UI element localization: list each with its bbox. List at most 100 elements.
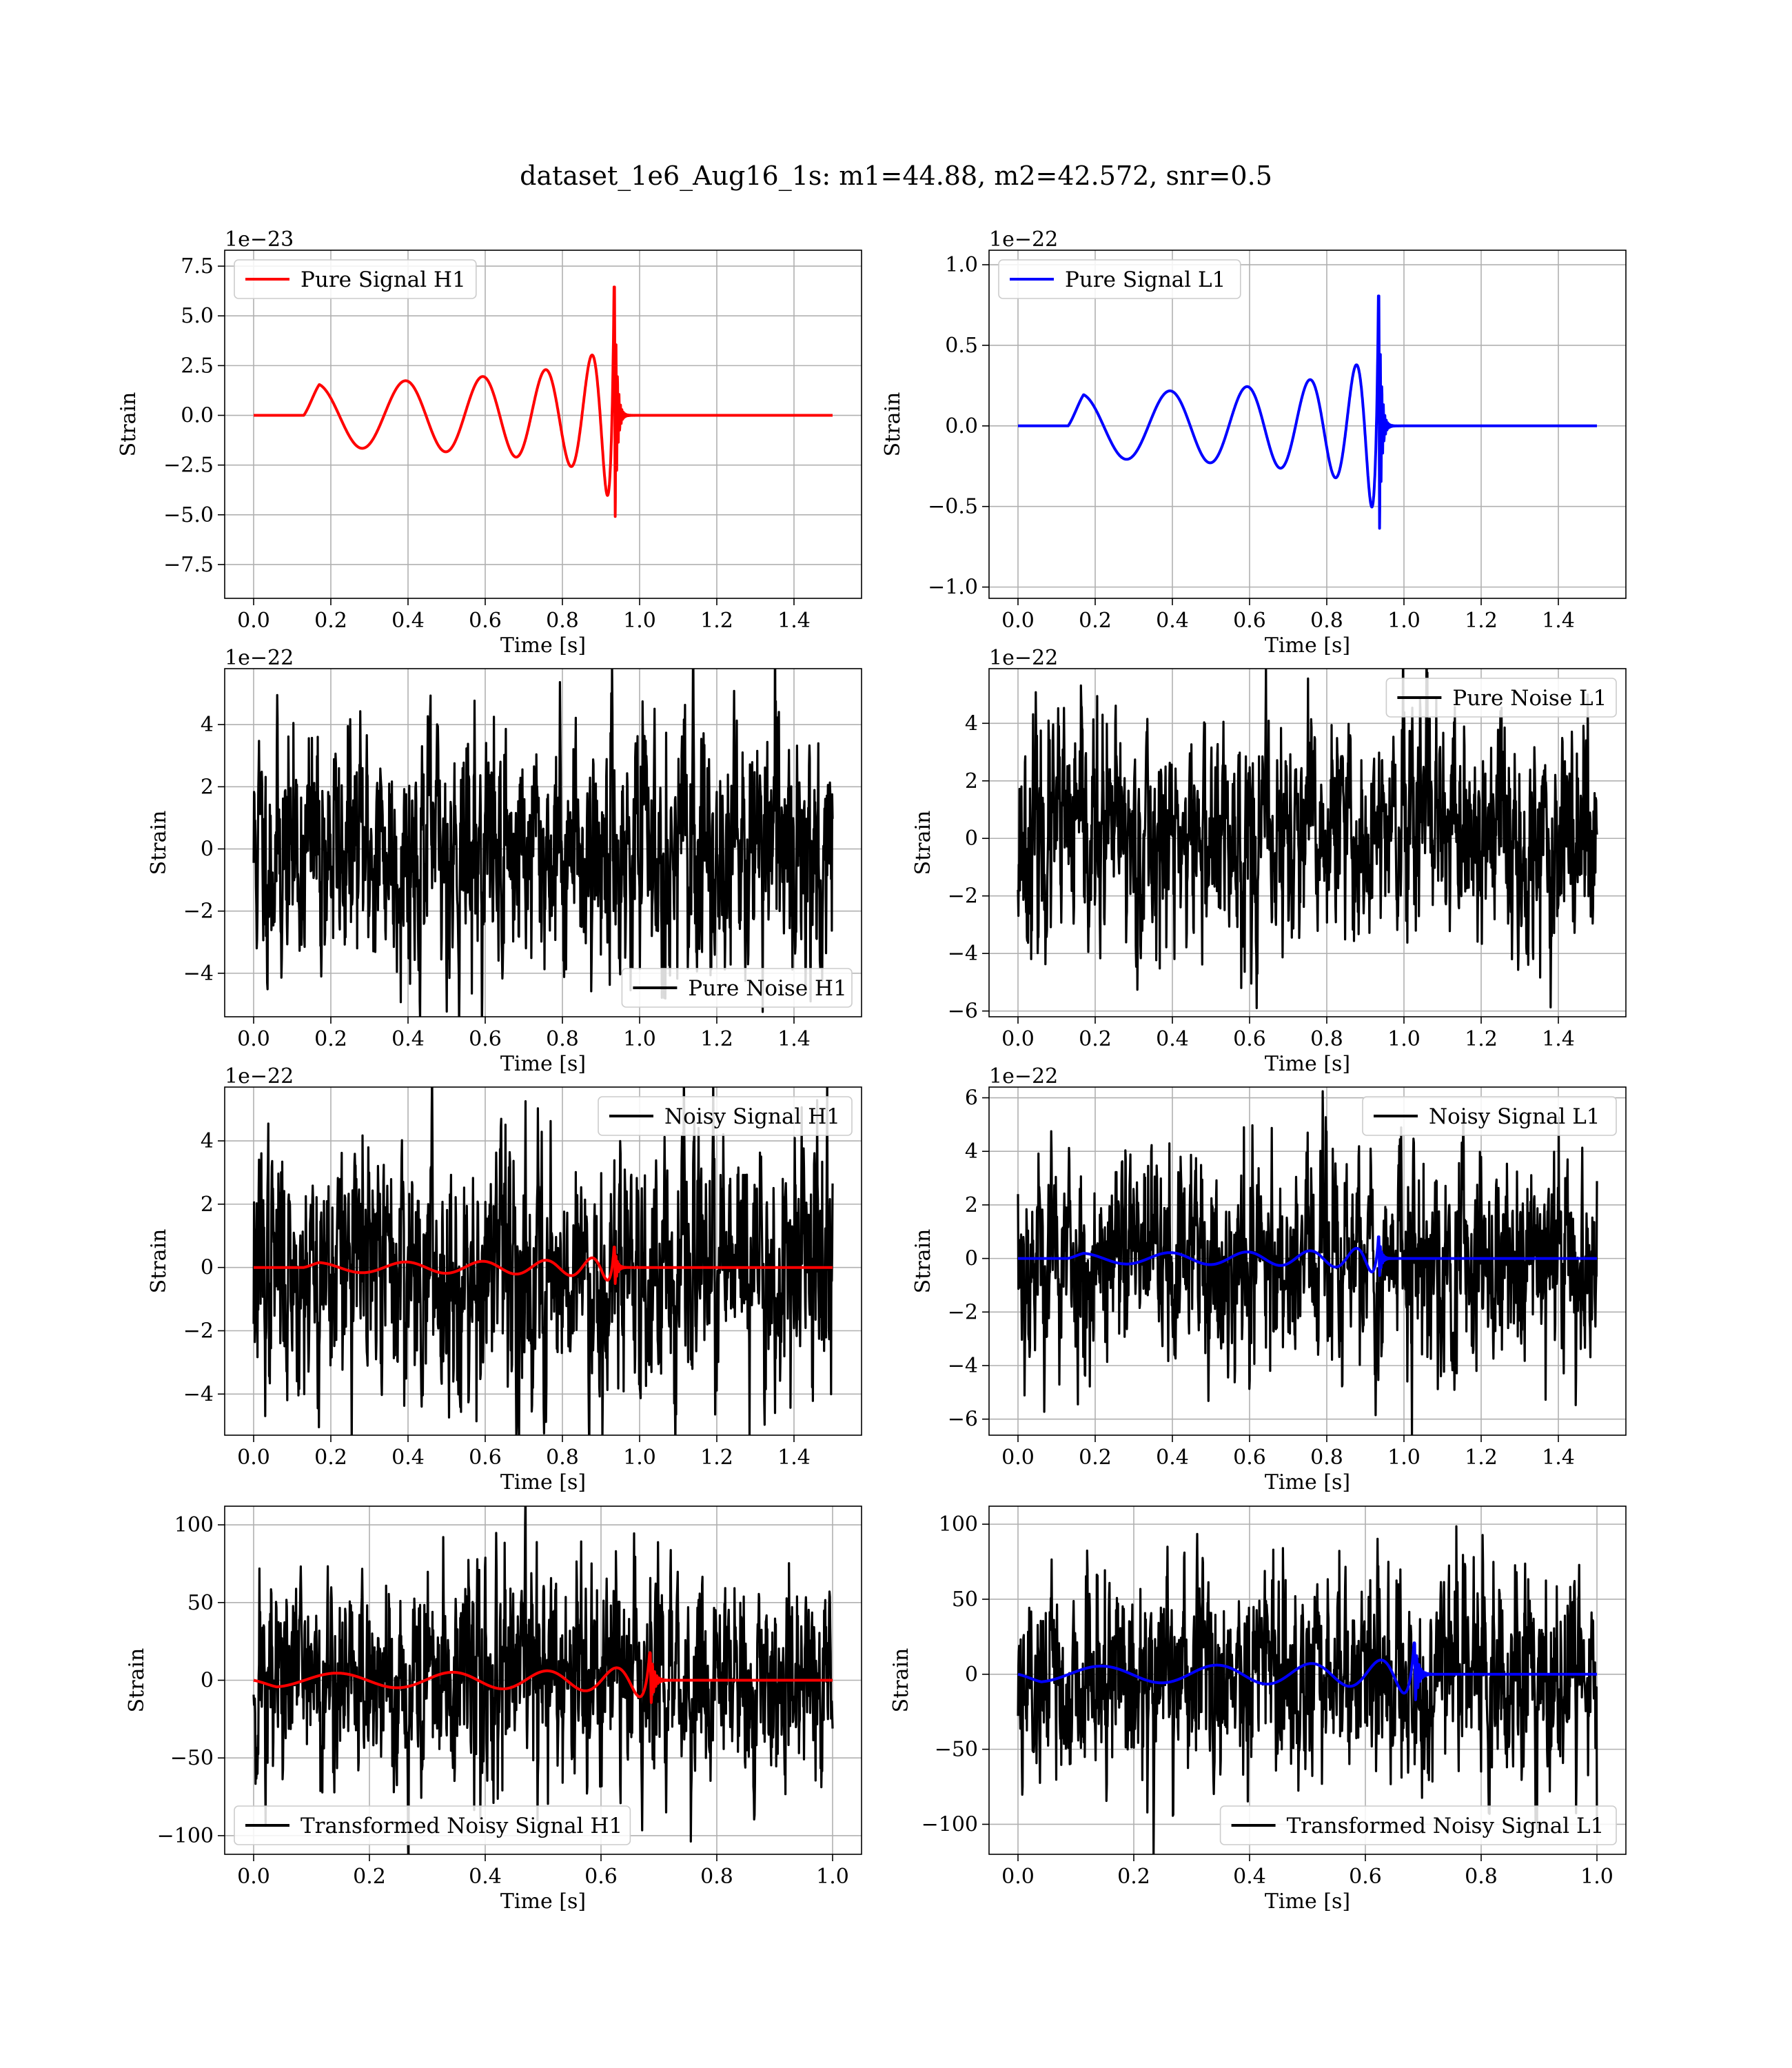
x-tick-label: 0.0	[1001, 1027, 1035, 1051]
x-tick-label: 0.0	[237, 609, 270, 633]
y-tick-label: 2	[201, 1193, 214, 1217]
axes-pure-noise-h1: 0.0 0.2 0.4 0.6 0.8 1.0 1.2 1.4 −4 −2 0 2 4 Time [s] S…	[147, 646, 862, 1076]
x-axis-label: Time [s]	[1265, 1889, 1350, 1914]
x-tick-label: 0.4	[1156, 1446, 1189, 1470]
x-axis-label: Time [s]	[500, 1470, 586, 1494]
legend-label: Pure Noise H1	[688, 976, 846, 1001]
y-tick-label: 50	[952, 1588, 978, 1612]
x-tick-label: 0.4	[391, 1446, 425, 1470]
x-tick-label: 1.4	[1542, 1027, 1575, 1051]
x-tick-label: 0.4	[469, 1865, 502, 1889]
legend-box	[234, 1805, 631, 1845]
y-tick-label: 1.0	[945, 253, 978, 277]
series-line-pure-noise-l1	[1017, 669, 1598, 1009]
legend-box	[1362, 1096, 1617, 1136]
y-tick-label: −50	[170, 1746, 214, 1770]
axes-pure-signal-l1: 0.0 0.2 0.4 0.6 0.8 1.0 1.2 1.4 −1.0 −0.5 0.0 0.5 1.…	[881, 227, 1627, 658]
x-tick-label: 0.2	[1117, 1865, 1150, 1889]
y-tick-label: 4	[201, 713, 214, 737]
x-tick-label: 0.6	[1233, 1446, 1266, 1470]
x-tick-label: 1.0	[623, 609, 656, 633]
x-tick-label: 0.2	[314, 609, 347, 633]
x-tick-label: 0.8	[546, 1446, 579, 1470]
x-tick-label: 0.0	[1001, 1446, 1035, 1470]
legend: Pure Noise H1	[621, 968, 853, 1008]
x-tick-label: 0.2	[314, 1027, 347, 1051]
plot-area	[252, 1087, 834, 1435]
y-tick-label: −7.5	[163, 553, 214, 577]
x-axis-label: Time [s]	[500, 633, 586, 658]
y-tick-label: 2.5	[181, 354, 214, 378]
series-line-transformed-noisy-signal-l1	[1017, 1525, 1598, 1854]
y-tick-label: 5.0	[181, 304, 214, 328]
axes-layer: 0.0 0.2 0.4 0.6 0.8 1.0 1.2 1.4 −7.5 −5.0 −2.5 0.0 2…	[116, 227, 1627, 1914]
x-axis-label: Time [s]	[1265, 633, 1350, 658]
plot-area	[1017, 669, 1598, 1009]
x-axis-label: Time [s]	[1265, 1470, 1350, 1494]
x-tick-label: 1.2	[700, 1027, 733, 1051]
x-tick-label: 1.2	[1465, 1027, 1498, 1051]
legend-label: Pure Signal L1	[1065, 267, 1225, 292]
x-tick-label: 0.0	[237, 1027, 270, 1051]
y-tick-label: 50	[187, 1591, 214, 1615]
y-tick-label: −5.0	[163, 503, 214, 527]
x-tick-label: 0.0	[237, 1446, 270, 1470]
x-tick-label: 0.8	[1465, 1865, 1498, 1889]
x-tick-label: 1.2	[1465, 609, 1498, 633]
legend-box	[1219, 1805, 1617, 1845]
y-offset-text: 1e−22	[225, 1064, 294, 1088]
figure-suptitle: dataset_1e6_Aug16_1s: m1=44.88, m2=42.57…	[520, 161, 1272, 192]
series-line-noisy-signal-h1	[252, 1087, 834, 1435]
x-axis-label: Time [s]	[1265, 1052, 1350, 1076]
axes-frame	[224, 1506, 862, 1855]
y-tick-label: −100	[922, 1812, 978, 1836]
y-axis-label: Strain	[881, 392, 905, 457]
x-tick-label: 1.4	[1542, 609, 1575, 633]
axes-pure-noise-l1: 0.0 0.2 0.4 0.6 0.8 1.0 1.2 1.4 −6 −4 −2 0 2 4 Time [s…	[911, 646, 1627, 1076]
axes-transformed-noisy-signal-l1: 0.0 0.2 0.4 0.6 0.8 1.0 −100 −50 0 50 100 Time [s] S…	[889, 1506, 1627, 1914]
y-axis-label: Strain	[147, 811, 171, 875]
x-tick-label: 0.4	[1156, 609, 1189, 633]
axes-noisy-signal-l1: 0.0 0.2 0.4 0.6 0.8 1.0 1.2 1.4 −6 −4 −2 0 2 4 6 Time […	[911, 1064, 1627, 1494]
x-tick-label: 1.4	[777, 609, 811, 633]
axes-frame	[988, 1506, 1627, 1855]
x-tick-label: 1.4	[777, 1446, 811, 1470]
plot-area	[252, 285, 834, 518]
x-tick-label: 0.4	[1156, 1027, 1189, 1051]
y-tick-label: 0.5	[945, 334, 978, 358]
series-line-pure-noise-h1	[252, 669, 834, 1017]
x-tick-label: 0.8	[1310, 1027, 1343, 1051]
series-line-noisy-signal-l1	[1017, 1090, 1598, 1435]
legend: Transformed Noisy Signal L1	[1219, 1805, 1617, 1845]
y-tick-label: 0	[201, 1669, 214, 1693]
plot-area	[1017, 1090, 1598, 1435]
y-tick-label: −4	[183, 1382, 214, 1406]
y-axis-label: Strain	[911, 811, 935, 875]
x-tick-label: 0.6	[1233, 1027, 1266, 1051]
x-tick-label: 1.2	[700, 1446, 733, 1470]
x-tick-label: 0.2	[353, 1865, 386, 1889]
y-axis-label: Strain	[889, 1648, 913, 1713]
y-tick-label: 4	[965, 1139, 978, 1164]
x-tick-label: 1.2	[1465, 1446, 1498, 1470]
y-tick-label: −100	[157, 1824, 214, 1848]
axes-frame	[224, 668, 862, 1017]
x-axis-label: Time [s]	[500, 1052, 586, 1076]
y-tick-label: 0	[965, 1663, 978, 1687]
x-tick-label: 0.2	[1079, 1446, 1112, 1470]
y-tick-label: 2	[201, 775, 214, 799]
x-tick-label: 1.0	[1387, 609, 1421, 633]
plot-area	[1017, 294, 1598, 530]
series-line-chirp-overlay	[252, 1246, 834, 1285]
axes-frame	[988, 668, 1627, 1017]
y-tick-label: −4	[948, 942, 978, 966]
y-tick-label: 6	[965, 1086, 978, 1111]
x-tick-label: 0.6	[469, 1446, 502, 1470]
axes-frame	[224, 1086, 862, 1436]
y-offset-text: 1e−22	[225, 646, 294, 670]
series-line-chirp-overlay	[1017, 1641, 1598, 1701]
legend-label: Noisy Signal L1	[1429, 1104, 1600, 1129]
plot-area	[1017, 1525, 1598, 1854]
legend-box	[621, 968, 853, 1008]
